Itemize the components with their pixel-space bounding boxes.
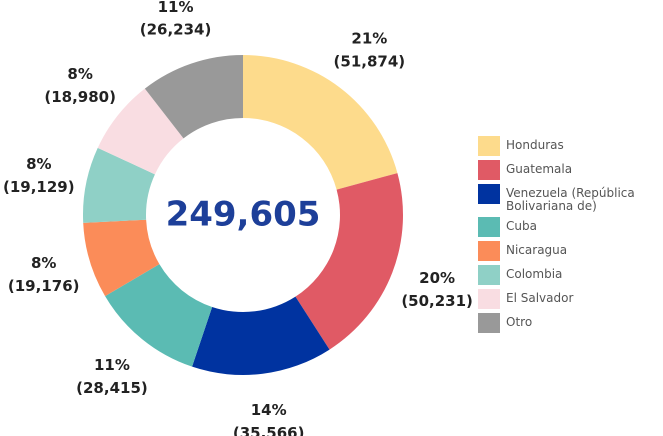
donut-slice	[83, 147, 155, 223]
legend-swatch	[478, 184, 500, 204]
donut-slice	[97, 88, 184, 175]
value-label: (19,129)	[3, 178, 75, 196]
donut-slice	[105, 264, 213, 367]
legend-swatch	[478, 136, 500, 156]
legend-label: El Salvador	[506, 291, 574, 305]
donut-slice	[243, 55, 398, 190]
donut-slice	[144, 55, 243, 139]
legend-item: Colombia	[478, 265, 663, 285]
legend-label: Guatemala	[506, 162, 573, 176]
legend-label: Nicaragua	[506, 243, 568, 257]
legend: Honduras Guatemala Venezuela (República Bo…	[478, 136, 663, 337]
legend-item: Venezuela (República Bolivariana de)	[478, 184, 663, 213]
legend-swatch	[478, 289, 500, 309]
center-label: 249,605	[166, 195, 321, 235]
value-label: (35,566)	[233, 424, 305, 436]
value-label: (28,415)	[76, 379, 148, 397]
share-label: 11%	[94, 356, 130, 374]
legend-item: Otro	[478, 313, 663, 333]
value-label: (51,874)	[334, 52, 406, 70]
legend-label: Venezuela (República Bolivariana de)	[506, 186, 635, 213]
legend-swatch	[478, 241, 500, 261]
value-label: (26,234)	[140, 21, 212, 39]
value-label: (19,176)	[8, 277, 80, 295]
legend-label: Colombia	[506, 267, 563, 281]
share-label: 11%	[158, 0, 194, 16]
value-label: (50,231)	[401, 292, 473, 310]
legend-item: Nicaragua	[478, 241, 663, 261]
share-label: 21%	[351, 29, 387, 47]
legend-item: Guatemala	[478, 160, 663, 180]
legend-swatch	[478, 160, 500, 180]
share-label: 14%	[251, 401, 287, 419]
value-label: (18,980)	[44, 88, 116, 106]
legend-item: Honduras	[478, 136, 663, 156]
share-label: 8%	[31, 254, 56, 272]
share-label: 8%	[26, 155, 51, 173]
legend-label: Honduras	[506, 138, 564, 152]
legend-item: El Salvador	[478, 289, 663, 309]
legend-swatch	[478, 313, 500, 333]
legend-swatch	[478, 217, 500, 237]
legend-label: Cuba	[506, 219, 537, 233]
donut-slice	[295, 173, 403, 350]
donut-slice	[192, 296, 330, 375]
share-label: 20%	[419, 269, 455, 287]
share-label: 8%	[67, 65, 92, 83]
legend-label: Otro	[506, 315, 533, 329]
legend-item: Cuba	[478, 217, 663, 237]
legend-swatch	[478, 265, 500, 285]
donut-slice	[83, 219, 160, 297]
